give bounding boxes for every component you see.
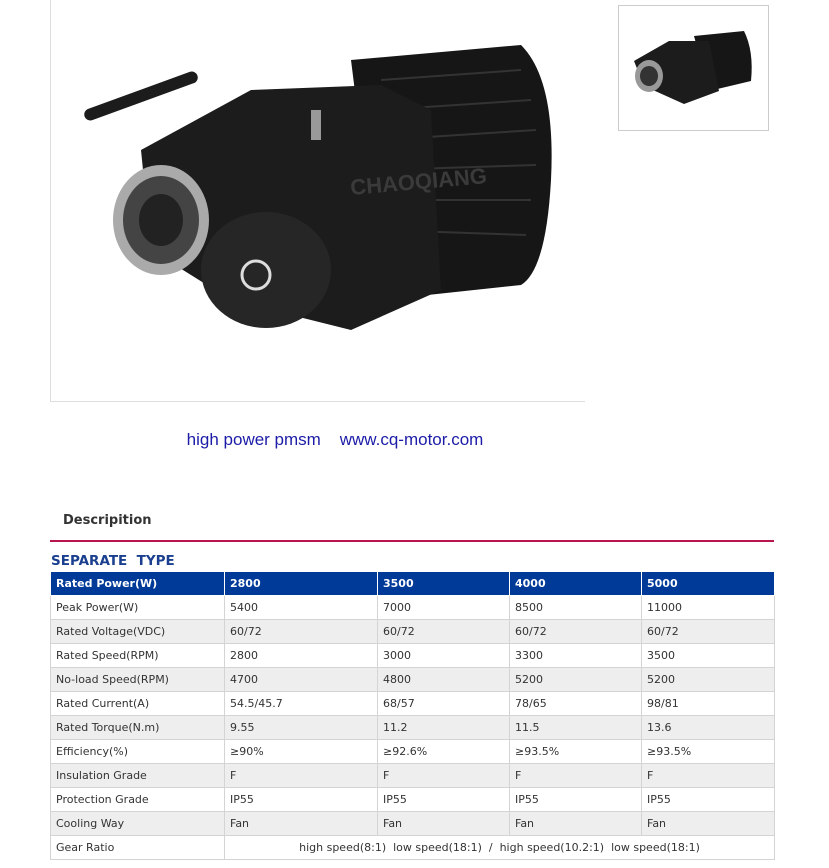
table-cell: ≥93.5% [509, 739, 642, 764]
table-cell: IP55 [224, 787, 378, 812]
table-row: No-load Speed(RPM) 4700 4800 5200 5200 [50, 667, 775, 692]
table-row: Insulation Grade F F F F [50, 763, 775, 788]
table-cell: F [224, 763, 378, 788]
table-cell: 11.5 [509, 715, 642, 740]
section-title: SEPARATE TYPE [51, 553, 175, 569]
table-cell: 13.6 [641, 715, 775, 740]
table-row: Rated Voltage(VDC) 60/72 60/72 60/72 60/72 [50, 619, 775, 644]
table-cell: 9.55 [224, 715, 378, 740]
table-cell: 5200 [641, 667, 775, 692]
table-row: Efficiency(%) ≥90% ≥92.6% ≥93.5% ≥93.5% [50, 739, 775, 764]
table-cell: 4700 [224, 667, 378, 692]
table-row: Rated Speed(RPM) 2800 3000 3300 3500 [50, 643, 775, 668]
table-cell: 11000 [641, 595, 775, 620]
row-label: Protection Grade [50, 787, 225, 812]
table-cell: Fan [377, 811, 510, 836]
header-cell: 2800 [224, 571, 378, 596]
row-label: Rated Voltage(VDC) [50, 619, 225, 644]
table-cell: 2800 [224, 643, 378, 668]
header-cell: 5000 [641, 571, 775, 596]
row-label: Peak Power(W) [50, 595, 225, 620]
table-row: Gear Ratio high speed(8:1) low speed(18:1… [50, 835, 775, 860]
table-cell: 3300 [509, 643, 642, 668]
table-cell: Fan [224, 811, 378, 836]
tab-description[interactable]: Descripition [63, 513, 152, 528]
row-label: Insulation Grade [50, 763, 225, 788]
table-cell: 60/72 [641, 619, 775, 644]
table-row: Protection Grade IP55 IP55 IP55 IP55 [50, 787, 775, 812]
table-cell: F [377, 763, 510, 788]
divider [50, 540, 774, 542]
spec-table: Rated Power(W) 2800 3500 4000 5000 Peak … [50, 571, 775, 860]
table-header-row: Rated Power(W) 2800 3500 4000 5000 [50, 571, 775, 596]
table-cell: 60/72 [224, 619, 378, 644]
table-cell: F [641, 763, 775, 788]
header-cell: Rated Power(W) [50, 571, 225, 596]
row-label: Efficiency(%) [50, 739, 225, 764]
row-label: Cooling Way [50, 811, 225, 836]
table-cell: Fan [641, 811, 775, 836]
row-label: Rated Torque(N.m) [50, 715, 225, 740]
gear-ratio-value: high speed(8:1) low speed(18:1) / high s… [224, 835, 775, 860]
table-cell: IP55 [509, 787, 642, 812]
table-cell: 98/81 [641, 691, 775, 716]
thumbnail[interactable] [618, 5, 769, 131]
header-cell: 3500 [377, 571, 510, 596]
table-row: Rated Current(A) 54.5/45.7 68/57 78/65 98/81 [50, 691, 775, 716]
row-label: No-load Speed(RPM) [50, 667, 225, 692]
row-label: Rated Speed(RPM) [50, 643, 225, 668]
table-cell: 60/72 [509, 619, 642, 644]
table-row: Rated Torque(N.m) 9.55 11.2 11.5 13.6 [50, 715, 775, 740]
product-image: CHAOQIANG [50, 0, 585, 402]
table-cell: 3500 [641, 643, 775, 668]
table-cell: 3000 [377, 643, 510, 668]
table-cell: IP55 [377, 787, 510, 812]
header-cell: 4000 [509, 571, 642, 596]
table-cell: 8500 [509, 595, 642, 620]
table-cell: 5200 [509, 667, 642, 692]
table-cell: ≥92.6% [377, 739, 510, 764]
table-row: Peak Power(W) 5400 7000 8500 11000 [50, 595, 775, 620]
table-row: Cooling Way Fan Fan Fan Fan [50, 811, 775, 836]
table-cell: Fan [509, 811, 642, 836]
table-cell: 54.5/45.7 [224, 691, 378, 716]
table-cell: 4800 [377, 667, 510, 692]
table-cell: 78/65 [509, 691, 642, 716]
row-label: Gear Ratio [50, 835, 225, 860]
caption: high power pmsm www.cq-motor.com [186, 430, 484, 449]
table-cell: 5400 [224, 595, 378, 620]
table-cell: F [509, 763, 642, 788]
table-cell: IP55 [641, 787, 775, 812]
table-cell: 11.2 [377, 715, 510, 740]
table-cell: ≥90% [224, 739, 378, 764]
row-label: Rated Current(A) [50, 691, 225, 716]
table-cell: 7000 [377, 595, 510, 620]
table-cell: 60/72 [377, 619, 510, 644]
table-cell: ≥93.5% [641, 739, 775, 764]
table-cell: 68/57 [377, 691, 510, 716]
